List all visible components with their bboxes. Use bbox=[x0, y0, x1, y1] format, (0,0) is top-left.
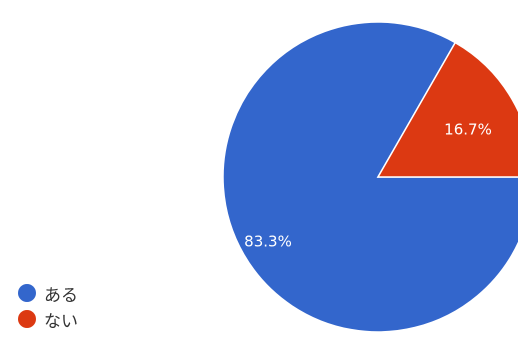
legend: ある ない bbox=[18, 280, 138, 332]
legend-item-nai[interactable]: ない bbox=[18, 306, 138, 332]
legend-swatch-nai bbox=[18, 310, 36, 328]
legend-label-nai: ない bbox=[44, 311, 78, 332]
pie-slice-aru[interactable] bbox=[222, 21, 518, 333]
pie-label-nai: 16.7% bbox=[444, 121, 492, 139]
pie-slice-nai[interactable] bbox=[376, 41, 518, 178]
legend-item-aru[interactable]: ある bbox=[18, 280, 138, 306]
legend-label-aru: ある bbox=[44, 285, 78, 306]
legend-swatch-aru bbox=[18, 284, 36, 302]
pie-label-aru: 83.3% bbox=[244, 233, 292, 251]
